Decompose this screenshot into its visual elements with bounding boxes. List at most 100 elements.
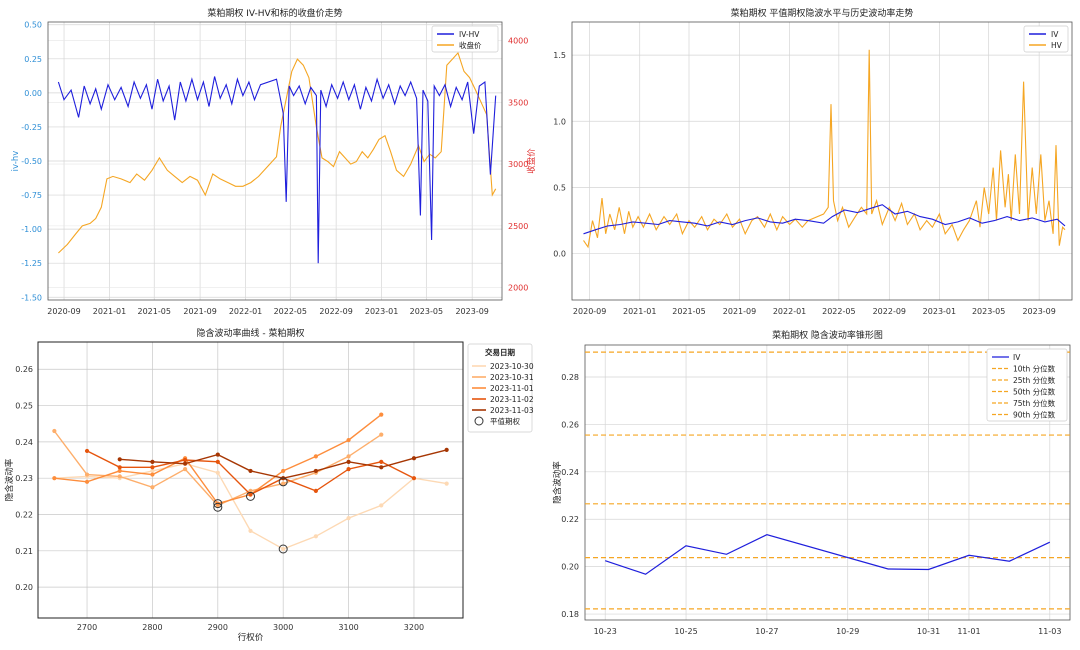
y-axis-label: 隐含波动率 — [552, 461, 563, 504]
y-tick-label: -1.00 — [21, 225, 42, 234]
series-point — [215, 459, 220, 464]
series-point — [150, 468, 155, 474]
atm-marker — [246, 491, 255, 501]
x-tick-label: 2022-05 — [274, 307, 307, 316]
x-tick-label: 2700 — [77, 623, 97, 632]
y-tick-label: 0.26 — [15, 365, 33, 374]
legend-label: IV — [1013, 353, 1021, 362]
x-tick-label: 2023-01 — [365, 307, 398, 316]
atm-marker — [213, 502, 223, 512]
series-point — [84, 472, 90, 477]
series-point — [52, 476, 57, 481]
y2-tick-label: 3000 — [508, 160, 528, 169]
series-point — [444, 481, 449, 486]
series-point — [281, 468, 286, 474]
series-point — [215, 470, 220, 475]
series-point — [150, 465, 155, 470]
chart-title: 菜粕期权 平值期权隐波水平与历史波动率走势 — [731, 7, 914, 19]
chart-iv-smile: 2700 2800 2900 3000 3100 3200 0.20 0.21 0.22 0.23… — [4, 327, 534, 643]
y-tick-label: -0.25 — [21, 123, 42, 132]
chart-title: 菜粕期权 IV-HV和标的收盘价走势 — [207, 7, 342, 19]
y-tick-label: 0.24 — [561, 468, 579, 477]
x-tick-label: 11-01 — [957, 627, 980, 636]
chart-iv-cone: 10-23 10-25 10-27 10-29 10-31 11-01 11-03 0.18 0… — [552, 329, 1071, 636]
y2-tick-label: 2500 — [508, 222, 528, 231]
series-line-iv-hv — [57, 76, 497, 264]
y-tick-label: 0.20 — [561, 563, 579, 572]
y-tick-label: 0.21 — [15, 547, 33, 556]
x-tick-label: 2023-09 — [455, 307, 488, 316]
series-point — [117, 468, 122, 474]
series-line-close — [58, 51, 497, 254]
x-tick-label: 2021-01 — [623, 307, 656, 316]
y-tick-label: -1.25 — [21, 259, 42, 268]
y-tick-label: 0.28 — [561, 373, 579, 382]
series-point — [313, 534, 318, 539]
legend-label: 2023-11-02 — [490, 395, 534, 404]
y2-tick-label: 2000 — [508, 284, 528, 293]
series-point — [183, 467, 188, 472]
y-tick-label: 0.23 — [15, 474, 33, 483]
series-line-hv — [583, 49, 1066, 249]
x-tick-label: 2022-05 — [822, 307, 855, 316]
series-point — [248, 488, 253, 493]
y-axis-label: iv-hv — [11, 151, 21, 172]
x-tick-label: 2023-01 — [923, 307, 956, 316]
series-point — [52, 428, 57, 434]
y2-tick-label: 3500 — [508, 98, 528, 107]
series-point — [117, 465, 122, 470]
legend-label: HV — [1051, 41, 1063, 50]
legend-label: 90th 分位数 — [1013, 410, 1056, 420]
legend: 交易日期 2023-10-30 2023-10-31 2023-11-01 2023-1… — [467, 343, 534, 433]
series-point — [379, 465, 384, 470]
chart-iv-hv-trend: 2020-09 2021-01 2021-05 2021-09 2022-01 2022-… — [553, 7, 1073, 316]
series-point — [379, 459, 384, 464]
series-point — [215, 452, 220, 457]
legend: IV HV — [1023, 25, 1069, 53]
series-point — [281, 481, 286, 486]
y-tick-label: 0.18 — [561, 610, 579, 619]
series-point — [117, 457, 122, 462]
series-point — [313, 488, 318, 493]
series-point — [346, 437, 351, 443]
legend-label: IV — [1051, 30, 1059, 39]
y-tick-label: -1.50 — [21, 293, 42, 302]
y-tick-label: 0.24 — [15, 438, 33, 447]
series-point — [379, 412, 384, 417]
legend-label: 2023-10-30 — [490, 362, 534, 371]
x-tick-label: 2021-09 — [183, 307, 216, 316]
plot-frame — [47, 21, 503, 301]
y-tick-label: 0.00 — [24, 89, 42, 98]
series-point — [150, 459, 155, 464]
x-tick-label: 2023-09 — [1022, 307, 1055, 316]
series-point — [150, 485, 155, 490]
series-point — [117, 474, 122, 479]
series-point — [84, 479, 90, 484]
atm-marker — [278, 544, 288, 554]
legend-label: 收盘价 — [459, 40, 482, 50]
x-tick-label: 10-27 — [755, 627, 778, 636]
y-tick-label: 0.22 — [15, 511, 33, 520]
series-point — [313, 468, 318, 474]
x-tick-label: 11-03 — [1038, 627, 1061, 636]
legend-label: 2023-10-31 — [490, 373, 534, 382]
atm-marker — [278, 477, 288, 487]
series-line-iv — [605, 534, 1051, 575]
chart-title: 隐含波动率曲线 - 菜粕期权 — [197, 327, 305, 339]
x-tick-label: 3000 — [273, 623, 293, 632]
series-point — [346, 459, 351, 464]
x-tick-label: 10-23 — [594, 627, 617, 636]
x-tick-label: 2021-05 — [138, 307, 171, 316]
x-tick-label: 2022-01 — [773, 307, 806, 316]
plot-frame — [584, 344, 1071, 621]
series-point — [248, 492, 253, 497]
legend-label: IV-HV — [459, 30, 480, 39]
series-point — [346, 467, 351, 472]
series-point — [183, 461, 188, 466]
x-tick-label: 10-31 — [917, 627, 940, 636]
x-tick-label: 2800 — [142, 623, 162, 632]
legend-label: 50th 分位数 — [1013, 387, 1056, 397]
series-point — [150, 472, 155, 477]
